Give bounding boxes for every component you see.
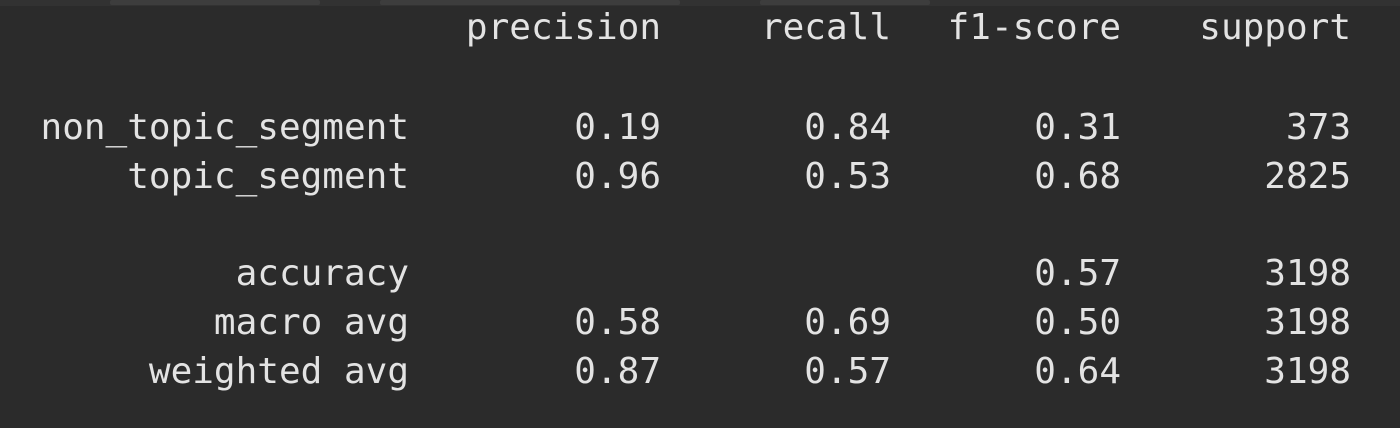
- cell-precision: 0.87: [574, 348, 661, 396]
- header-support: support: [1199, 4, 1351, 52]
- cell-f1-score: 0.31: [1034, 104, 1121, 152]
- cell-f1-score: 0.50: [1034, 299, 1121, 347]
- cell-recall: 0.57: [804, 348, 891, 396]
- cell-recall: 0.69: [804, 299, 891, 347]
- row-label: macro avg: [214, 299, 409, 347]
- row-label: topic_segment: [127, 153, 409, 201]
- cell-support: 373: [1286, 104, 1351, 152]
- header-precision: precision: [466, 4, 661, 52]
- cell-precision: 0.19: [574, 104, 661, 152]
- cell-precision: 0.58: [574, 299, 661, 347]
- cell-recall: 0.84: [804, 104, 891, 152]
- cell-support: 3198: [1264, 348, 1351, 396]
- row-label: accuracy: [236, 250, 409, 298]
- cell-f1-score: 0.57: [1034, 250, 1121, 298]
- cell-support: 2825: [1264, 153, 1351, 201]
- cell-support: 3198: [1264, 250, 1351, 298]
- cell-precision: 0.96: [574, 153, 661, 201]
- cell-f1-score: 0.64: [1034, 348, 1121, 396]
- row-label: weighted avg: [149, 348, 409, 396]
- cell-recall: 0.53: [804, 153, 891, 201]
- header-f1-score: f1-score: [948, 4, 1121, 52]
- cropped-text-fragment: [110, 0, 320, 5]
- cell-f1-score: 0.68: [1034, 153, 1121, 201]
- cell-support: 3198: [1264, 299, 1351, 347]
- header-recall: recall: [761, 4, 891, 52]
- row-label: non_topic_segment: [41, 104, 409, 152]
